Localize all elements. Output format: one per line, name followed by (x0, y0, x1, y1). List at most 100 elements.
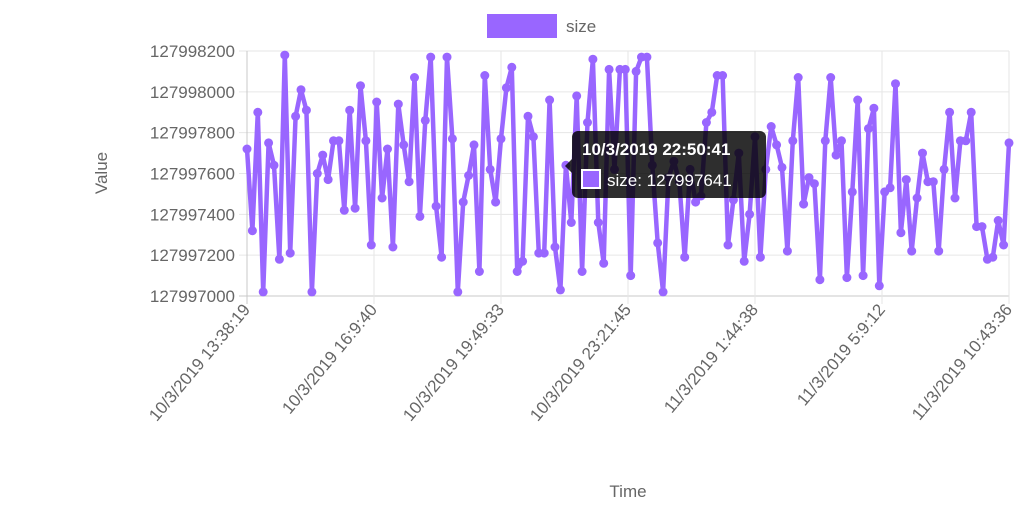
data-point[interactable] (318, 150, 328, 160)
data-point[interactable] (312, 169, 322, 178)
data-point[interactable] (480, 71, 490, 80)
data-point[interactable] (393, 99, 403, 109)
data-point[interactable] (593, 218, 603, 227)
data-point[interactable] (658, 287, 668, 297)
data-point[interactable] (372, 97, 382, 107)
data-point[interactable] (837, 136, 846, 146)
data-point[interactable] (950, 193, 960, 203)
data-point[interactable] (604, 64, 614, 74)
data-point[interactable] (285, 248, 295, 258)
data-point[interactable] (345, 105, 355, 115)
data-point[interactable] (496, 134, 506, 144)
data-point[interactable] (583, 118, 592, 127)
data-point[interactable] (745, 209, 755, 219)
data-point[interactable] (896, 228, 906, 238)
data-point[interactable] (431, 201, 441, 211)
data-point[interactable] (874, 281, 884, 291)
data-point[interactable] (539, 248, 549, 258)
data-point[interactable] (885, 183, 895, 193)
data-point[interactable] (491, 197, 501, 207)
data-point[interactable] (296, 85, 306, 95)
data-point[interactable] (274, 254, 284, 264)
data-point[interactable] (388, 242, 398, 252)
data-point[interactable] (361, 136, 371, 146)
data-point[interactable] (723, 240, 733, 250)
data-point[interactable] (350, 203, 360, 213)
data-point[interactable] (820, 136, 830, 146)
data-point[interactable] (420, 115, 430, 125)
data-point[interactable] (577, 267, 587, 276)
data-point[interactable] (426, 52, 436, 62)
data-point[interactable] (804, 173, 814, 183)
data-point[interactable] (269, 160, 279, 170)
legend[interactable]: size (487, 14, 596, 38)
data-point[interactable] (707, 107, 717, 117)
data-point[interactable] (469, 140, 479, 150)
data-point[interactable] (777, 162, 787, 172)
data-point[interactable] (377, 193, 387, 203)
data-point[interactable] (545, 95, 555, 105)
data-point[interactable] (507, 62, 517, 72)
data-point[interactable] (334, 136, 344, 146)
data-point[interactable] (788, 136, 798, 146)
data-point[interactable] (853, 95, 863, 105)
data-point[interactable] (858, 271, 868, 281)
data-point[interactable] (842, 273, 852, 283)
data-point[interactable] (847, 187, 857, 197)
data-point[interactable] (258, 287, 268, 297)
data-point[interactable] (999, 240, 1009, 250)
data-point[interactable] (1004, 138, 1014, 148)
data-point[interactable] (501, 83, 511, 93)
data-point[interactable] (523, 111, 533, 121)
data-point[interactable] (404, 177, 414, 187)
data-point[interactable] (599, 258, 609, 268)
data-point[interactable] (518, 256, 528, 266)
data-point[interactable] (755, 252, 765, 262)
data-point[interactable] (809, 179, 819, 189)
data-point[interactable] (442, 52, 452, 62)
data-point[interactable] (550, 242, 560, 252)
data-point[interactable] (464, 171, 474, 180)
data-point[interactable] (620, 64, 630, 74)
data-point[interactable] (572, 91, 582, 101)
data-point[interactable] (766, 122, 776, 131)
data-point[interactable] (831, 150, 841, 160)
data-point[interactable] (566, 218, 576, 227)
data-point[interactable] (631, 66, 641, 76)
data-point[interactable] (739, 256, 749, 266)
data-point[interactable] (799, 199, 809, 209)
data-point[interactable] (528, 132, 538, 142)
data-point[interactable] (410, 73, 419, 82)
data-point[interactable] (815, 275, 825, 285)
data-point[interactable] (485, 164, 495, 174)
data-point[interactable] (253, 107, 263, 117)
data-point[interactable] (934, 246, 944, 256)
data-point[interactable] (474, 267, 484, 276)
data-point[interactable] (339, 205, 349, 215)
data-point[interactable] (383, 144, 392, 154)
data-point[interactable] (869, 103, 879, 113)
data-point[interactable] (782, 246, 792, 256)
data-point[interactable] (772, 140, 782, 150)
data-point[interactable] (642, 52, 652, 62)
data-point[interactable] (826, 73, 836, 82)
data-point[interactable] (453, 287, 463, 297)
data-point[interactable] (718, 71, 728, 80)
data-point[interactable] (458, 197, 468, 207)
data-point[interactable] (247, 226, 257, 236)
data-point[interactable] (399, 140, 409, 150)
legend-label[interactable]: size (566, 17, 596, 36)
data-point[interactable] (264, 138, 274, 148)
data-point[interactable] (447, 134, 457, 144)
data-point[interactable] (977, 222, 987, 232)
data-point[interactable] (988, 252, 998, 262)
data-point[interactable] (680, 252, 690, 262)
data-point[interactable] (512, 267, 522, 276)
data-point[interactable] (366, 240, 376, 250)
data-point[interactable] (437, 252, 447, 262)
data-point[interactable] (653, 238, 663, 248)
data-point[interactable] (907, 246, 917, 256)
data-point[interactable] (691, 197, 701, 207)
data-point[interactable] (242, 144, 252, 154)
data-point[interactable] (993, 216, 1003, 225)
